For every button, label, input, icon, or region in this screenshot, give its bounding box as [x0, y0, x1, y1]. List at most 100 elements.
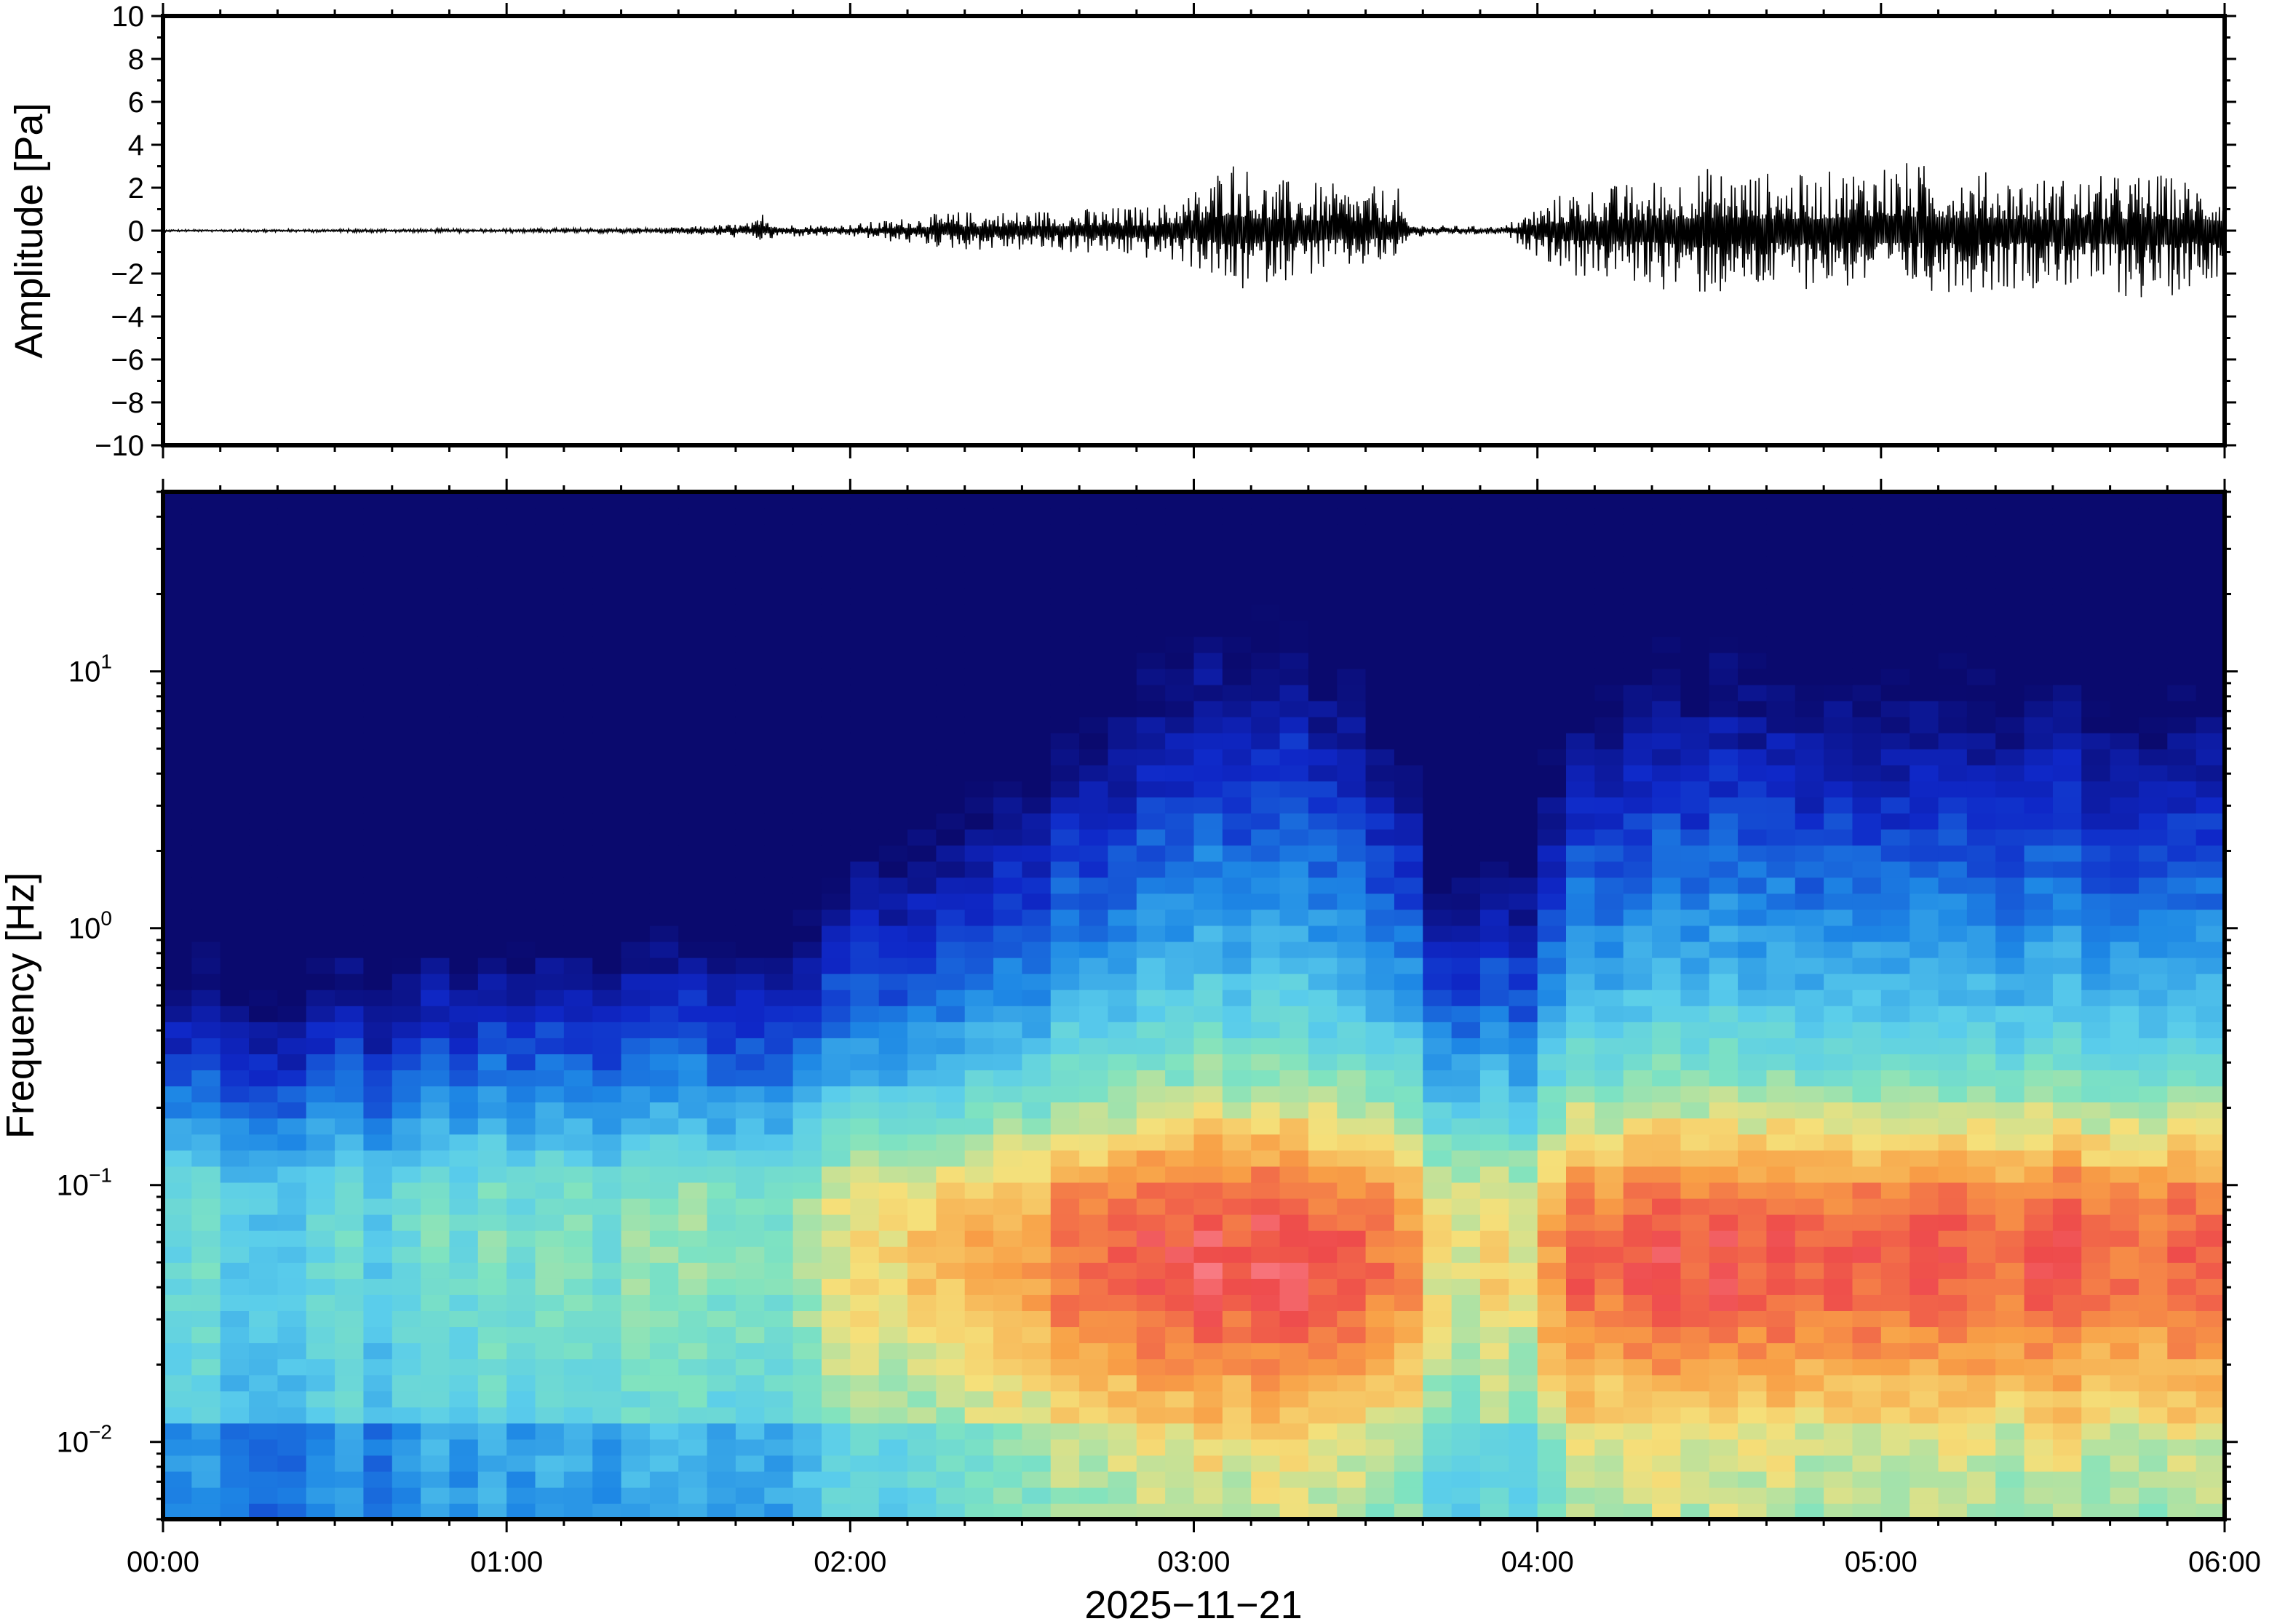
spectrogram-cell	[850, 1230, 880, 1247]
spectrogram-cell	[2196, 957, 2225, 974]
spectrogram-cell	[1509, 732, 1538, 749]
spectrogram-cell	[449, 636, 479, 653]
spectrogram-cell	[1222, 1166, 1252, 1183]
spectrogram-cell	[678, 1470, 708, 1488]
spectrogram-cell	[1308, 1486, 1338, 1504]
spectrogram-cell	[1479, 620, 1510, 637]
spectrogram-cell	[1652, 636, 1682, 653]
waveform-y-tick-label: −2	[111, 258, 144, 290]
spectrogram-cell	[735, 861, 766, 878]
spectrogram-cell	[1136, 1486, 1166, 1504]
spectrogram-cell	[878, 1086, 908, 1103]
spectrogram-cell	[1165, 492, 1195, 509]
spectrogram-cell	[1165, 636, 1195, 653]
spectrogram-cell	[964, 684, 994, 701]
spectrogram-cell	[306, 1006, 335, 1022]
spectrogram-cell	[535, 1342, 565, 1360]
spectrogram-cell	[1966, 1118, 1997, 1135]
spectrogram-cell	[1709, 1406, 1738, 1424]
spectrogram-cell	[1022, 1310, 1052, 1328]
spectrogram-cell	[1594, 941, 1624, 958]
spectrogram-cell	[363, 620, 393, 637]
spectrogram-cell	[821, 1150, 851, 1167]
spectrogram-cell	[907, 957, 937, 974]
spectrogram-cell	[2110, 668, 2139, 685]
spectrogram-cell	[1938, 620, 1968, 637]
spectrogram-cell	[1680, 1294, 1710, 1311]
spectrogram-cell	[964, 508, 994, 525]
spectrogram-cell	[1251, 1166, 1281, 1183]
spectrogram-y-tick-label: 101	[68, 650, 112, 688]
spectrogram-cell	[2052, 1278, 2083, 1295]
spectrogram-cell	[1966, 1422, 1997, 1440]
spectrogram-cell	[1566, 508, 1596, 525]
spectrogram-cell	[1222, 845, 1252, 862]
spectrogram-cell	[1738, 1262, 1768, 1279]
spectrogram-cell	[421, 941, 450, 958]
spectrogram-cell	[535, 1198, 565, 1215]
spectrogram-cell	[993, 893, 1023, 910]
spectrogram-cell	[191, 716, 221, 733]
spectrogram-cell	[1880, 732, 1910, 749]
spectrogram-cell	[1824, 1102, 1853, 1119]
spectrogram-cell	[707, 604, 736, 621]
spectrogram-cell	[1108, 1118, 1137, 1135]
spectrogram-cell	[1136, 1214, 1166, 1231]
spectrogram-cell	[2138, 1374, 2169, 1392]
spectrogram-cell	[163, 1198, 193, 1215]
spectrogram-cell	[2081, 1054, 2111, 1071]
spectrogram-cell	[1652, 1422, 1682, 1440]
spectrogram-cell	[392, 668, 421, 685]
spectrogram-cell	[363, 572, 393, 589]
spectrogram-cell	[1079, 1166, 1109, 1183]
spectrogram-cell	[421, 861, 450, 878]
spectrogram-cell	[449, 1422, 479, 1440]
spectrogram-cell	[621, 1134, 651, 1151]
spectrogram-cell	[1108, 1486, 1137, 1504]
spectrogram-cell	[764, 797, 794, 814]
spectrogram-cell	[649, 1102, 680, 1119]
spectrogram-cell	[1337, 1038, 1367, 1054]
spectrogram-cell	[1479, 925, 1510, 942]
spectrogram-cell	[1479, 1006, 1510, 1022]
spectrogram-cell	[1279, 845, 1309, 862]
spectrogram-cell	[2024, 1230, 2054, 1247]
spectrogram-cell	[220, 716, 250, 733]
spectrogram-cell	[936, 1198, 966, 1215]
spectrogram-cell	[363, 1230, 393, 1247]
spectrogram-cell	[1451, 813, 1481, 830]
spectrogram-cell	[1966, 1198, 1997, 1215]
spectrogram-cell	[1938, 1150, 1968, 1167]
spectrogram-cell	[1136, 684, 1166, 701]
spectrogram-cell	[363, 1134, 393, 1151]
spectrogram-cell	[1165, 652, 1195, 669]
spectrogram-cell	[1193, 700, 1223, 717]
spectrogram-cell	[1193, 1182, 1223, 1199]
spectrogram-cell	[1995, 508, 2025, 525]
spectrogram-cell	[1108, 1086, 1137, 1103]
spectrogram-cell	[707, 556, 736, 573]
spectrogram-cell	[1995, 1118, 2025, 1135]
spectrogram-cell	[1022, 1054, 1052, 1071]
spectrogram-cell	[306, 524, 335, 541]
spectrogram-cell	[1079, 749, 1109, 765]
spectrogram-cell	[1451, 1374, 1481, 1392]
spectrogram-cell	[1279, 732, 1309, 749]
spectrogram-cell	[735, 1390, 766, 1408]
spectrogram-cell	[277, 508, 307, 525]
spectrogram-cell	[1308, 1438, 1338, 1456]
spectrogram-cell	[277, 1086, 307, 1103]
spectrogram-cell	[1423, 1422, 1453, 1440]
spectrogram-cell	[1079, 556, 1109, 573]
spectrogram-cell	[1279, 1406, 1309, 1424]
spectrogram-cell	[2052, 1198, 2083, 1215]
spectrogram-cell	[306, 749, 335, 765]
spectrogram-cell	[1537, 604, 1567, 621]
spectrogram-cell	[249, 1262, 279, 1279]
spectrogram-cell	[1451, 861, 1481, 878]
spectrogram-cell	[649, 700, 680, 717]
spectrogram-cell	[1222, 909, 1252, 926]
spectrogram-cell	[1966, 524, 1997, 541]
spectrogram-cell	[993, 1230, 1023, 1247]
spectrogram-cell	[964, 700, 994, 717]
